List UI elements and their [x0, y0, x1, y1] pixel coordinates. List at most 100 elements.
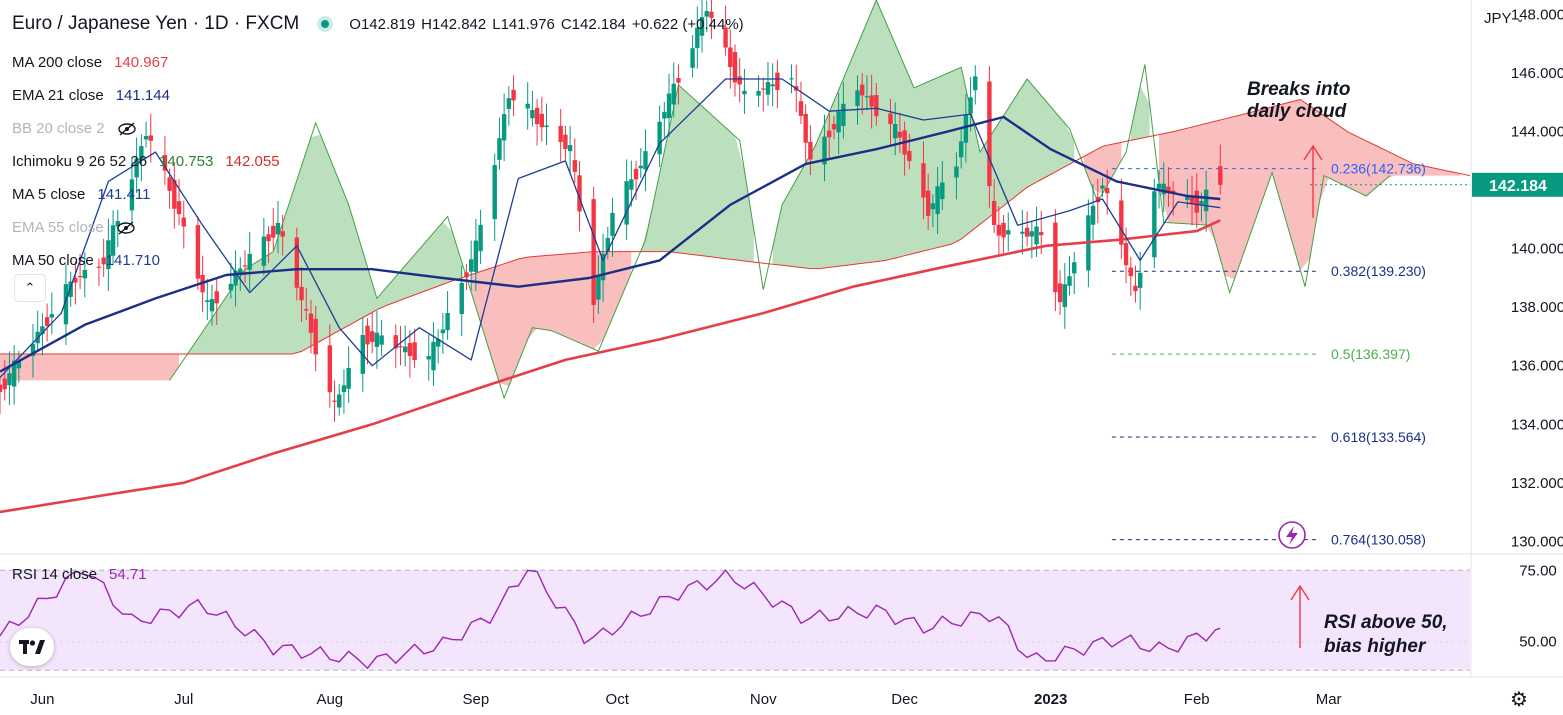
candle[interactable] — [1001, 214, 1006, 253]
candle[interactable] — [398, 325, 403, 366]
candle[interactable] — [2, 360, 7, 401]
candle[interactable] — [530, 90, 535, 127]
candle[interactable] — [539, 96, 545, 142]
candle[interactable] — [1128, 256, 1133, 296]
candle[interactable] — [1067, 256, 1072, 296]
candle[interactable] — [374, 310, 380, 369]
candle[interactable] — [497, 117, 502, 170]
candle[interactable] — [332, 380, 337, 422]
lightning-event-icon[interactable] — [1278, 521, 1306, 549]
candle[interactable] — [1053, 209, 1058, 312]
legend-row[interactable]: Ichimoku 9 26 52 26 140.753 142.055 — [12, 145, 280, 178]
candle[interactable] — [172, 162, 177, 229]
candle[interactable] — [1194, 173, 1199, 229]
candle[interactable] — [958, 129, 964, 169]
rsi-line[interactable] — [0, 569, 1221, 670]
candle[interactable] — [666, 73, 672, 137]
collapse-legend-button[interactable]: ⌃ — [14, 274, 46, 302]
candle[interactable] — [798, 81, 804, 124]
candle[interactable] — [775, 59, 780, 108]
candle[interactable] — [379, 319, 384, 356]
candle[interactable] — [341, 369, 347, 414]
candle[interactable] — [143, 121, 149, 148]
rsi-legend-label[interactable]: RSI 14 close — [12, 566, 98, 583]
candle[interactable] — [662, 101, 667, 138]
candle[interactable] — [407, 330, 413, 378]
candle[interactable] — [596, 255, 601, 314]
candle[interactable] — [266, 226, 271, 264]
eye-crossed-icon[interactable] — [116, 220, 136, 235]
candle[interactable] — [525, 82, 530, 130]
candle[interactable] — [991, 179, 997, 234]
candle[interactable] — [827, 112, 832, 158]
candle[interactable] — [864, 75, 870, 111]
candle[interactable] — [402, 325, 408, 367]
candle[interactable] — [162, 135, 168, 185]
candle[interactable] — [1024, 211, 1030, 247]
candle[interactable] — [591, 186, 596, 323]
legend-row[interactable]: EMA 55 close — [12, 211, 280, 244]
candle[interactable] — [44, 303, 50, 342]
candle[interactable] — [728, 29, 733, 89]
candle[interactable] — [30, 323, 36, 378]
candle[interactable] — [638, 148, 643, 179]
candle[interactable] — [271, 208, 276, 251]
legend-row[interactable]: MA 50 close 141.710 — [12, 244, 280, 277]
candle[interactable] — [789, 64, 794, 94]
candle[interactable] — [63, 264, 69, 345]
legend-row[interactable]: EMA 21 close 141.144 — [12, 79, 280, 112]
candle[interactable] — [233, 250, 238, 307]
candle[interactable] — [996, 206, 1002, 257]
candle[interactable] — [1062, 263, 1068, 329]
candle[interactable] — [1133, 265, 1138, 303]
last-price-badge[interactable] — [1472, 172, 1563, 197]
candle[interactable] — [492, 153, 497, 241]
candle[interactable] — [1152, 178, 1157, 269]
candle[interactable] — [1057, 270, 1063, 315]
candle[interactable] — [643, 129, 648, 192]
candle[interactable] — [365, 318, 370, 365]
candle[interactable] — [765, 61, 771, 106]
candle[interactable] — [473, 218, 479, 291]
candle[interactable] — [968, 77, 973, 132]
market-status-icon[interactable] — [317, 16, 334, 32]
candle[interactable] — [704, 0, 709, 33]
candle[interactable] — [181, 200, 186, 249]
candle[interactable] — [897, 112, 903, 154]
candle[interactable] — [695, 6, 700, 69]
candle[interactable] — [176, 179, 182, 226]
candle[interactable] — [0, 377, 3, 415]
candle[interactable] — [294, 227, 300, 301]
candle[interactable] — [987, 66, 992, 208]
candle[interactable] — [346, 346, 351, 403]
candle[interactable] — [195, 216, 201, 290]
candle[interactable] — [676, 64, 681, 105]
candle[interactable] — [629, 160, 634, 207]
candle[interactable] — [308, 299, 314, 354]
candle[interactable] — [1218, 144, 1223, 195]
candle[interactable] — [205, 278, 210, 320]
candle[interactable] — [954, 152, 959, 200]
candle[interactable] — [1034, 206, 1039, 258]
candle[interactable] — [624, 159, 629, 241]
candle[interactable] — [82, 252, 88, 298]
candle[interactable] — [304, 287, 309, 321]
candle[interactable] — [134, 137, 139, 193]
legend-row[interactable]: MA 5 close 141.411 — [12, 178, 280, 211]
candle[interactable] — [888, 98, 893, 145]
candle[interactable] — [742, 68, 747, 115]
candle[interactable] — [860, 73, 865, 115]
candle[interactable] — [563, 125, 568, 161]
candle[interactable] — [167, 168, 172, 209]
candle[interactable] — [690, 35, 695, 78]
candle[interactable] — [1119, 178, 1124, 259]
candle[interactable] — [567, 125, 573, 174]
candle[interactable] — [1072, 251, 1077, 295]
candle[interactable] — [106, 218, 111, 291]
candle[interactable] — [723, 5, 728, 56]
candle[interactable] — [930, 194, 936, 228]
candle[interactable] — [445, 291, 450, 340]
candle[interactable] — [1189, 175, 1195, 226]
candle[interactable] — [49, 292, 55, 335]
tradingview-logo[interactable] — [10, 628, 54, 666]
